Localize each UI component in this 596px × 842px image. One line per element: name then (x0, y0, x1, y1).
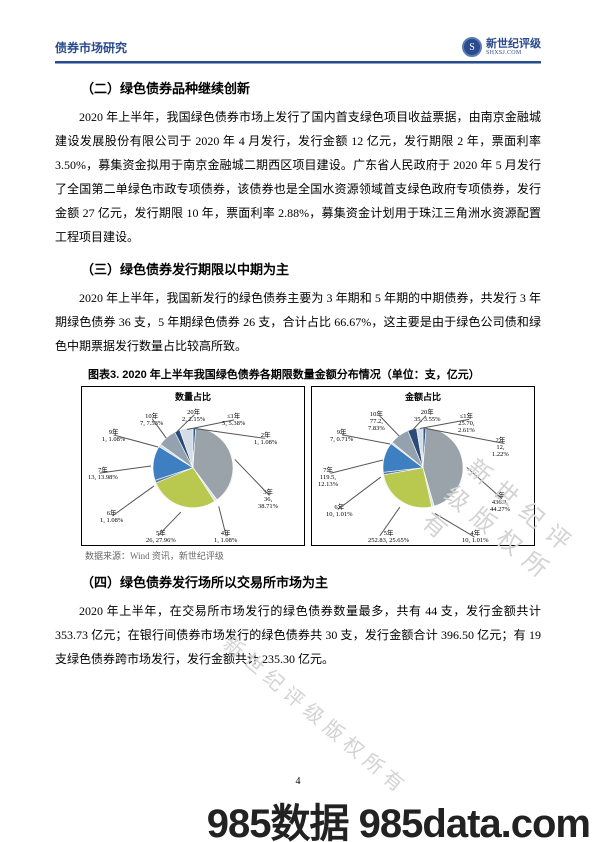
page: 债券市场研究 S 新世纪评级 SHXSJ.COM （二）绿色债券品种继续创新 20… (0, 0, 596, 842)
body-content: （二）绿色债券品种继续创新 2020 年上半年，我国绿色债券市场上发行了国内首支绿… (55, 78, 541, 671)
header-rule (55, 61, 541, 64)
slice-label: 6年1, 1.08% (100, 510, 123, 524)
section-title: （二）绿色债券品种继续创新 (55, 78, 541, 97)
leader-line (435, 513, 475, 537)
brand-cn: 新世纪评级 (486, 39, 541, 50)
paragraph: 2020 年上半年，在交易所市场发行的绿色债券数量最多，共有 44 支，发行金额… (55, 599, 541, 671)
slice-label: 9年1, 1.08% (102, 429, 125, 443)
slice-label: 2年1, 1.08% (254, 432, 277, 446)
brand-logo-icon: S (462, 37, 482, 57)
slice-label: 5年252.83, 25.65% (368, 530, 409, 544)
slice-label: 20年35, 3.55% (414, 409, 441, 423)
pie-icon (150, 425, 236, 511)
pie-icon (380, 425, 466, 511)
brand-en: SHXSJ.COM (486, 50, 541, 56)
leader-line (112, 486, 154, 516)
brand-text: 新世纪评级 SHXSJ.COM (486, 39, 541, 56)
slice-label: 10年77.2,7.83% (368, 411, 385, 432)
header-category: 债券市场研究 (55, 39, 127, 56)
slice-label: 7年119.5,12.13% (318, 467, 338, 488)
slice-label: ≤1年25.70,2.61% (458, 413, 475, 434)
section-title: （三）绿色债券发行期限以中期为主 (55, 259, 541, 278)
paragraph: 2020 年上半年，我国新发行的绿色债券主要为 3 年期和 5 年期的中期债券，… (55, 286, 541, 358)
page-number: 4 (0, 776, 596, 787)
paragraph: 2020 年上半年，我国绿色债券市场上发行了国内首支绿色项目收益票据，由南京金融… (55, 105, 541, 249)
charts-row: 数量占比 2年1, 1.08%3年36,38.71%4年1, 1.08%5年26… (81, 386, 535, 546)
chart-box: 数量占比 2年1, 1.08%3年36,38.71%4年1, 1.08%5年26… (81, 386, 305, 546)
footer-big: 985数据 985data.com (207, 804, 590, 842)
header: 债券市场研究 S 新世纪评级 SHXSJ.COM (55, 35, 541, 59)
chart-title: 数量占比 (82, 390, 304, 403)
leader-line (467, 467, 503, 499)
section-title: （四）绿色债券发行场所以交易所市场为主 (55, 572, 541, 591)
slice-label: 3年436.3,44.27% (490, 492, 510, 513)
leader-line (235, 459, 270, 496)
chart-title: 金额占比 (312, 390, 534, 403)
chart-box: 金额占比 2年12,1.22%3年436.3,44.27%4年10, 1.01%… (311, 386, 535, 546)
header-brand: S 新世纪评级 SHXSJ.COM (462, 37, 541, 57)
figure-title: 图表3. 2020 年上半年我国绿色债券各期限数量金额分布情况（单位：支，亿元） (55, 366, 541, 382)
slice-label: 6年10, 1.01% (326, 504, 353, 518)
slice-label: 3年36,38.71% (258, 489, 278, 510)
figure-source: 数据来源：Wind 资讯，新世纪评级 (85, 549, 541, 562)
slice-label: 7年13, 13.98% (88, 467, 118, 481)
